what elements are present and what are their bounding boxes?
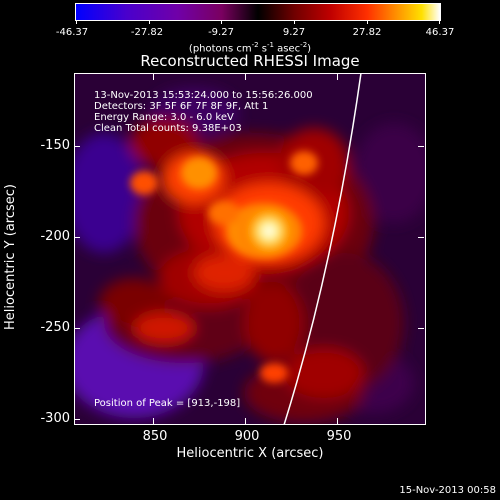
peak-position: Position of Peak = [913,-198]	[94, 398, 241, 409]
colorbar-tick-label: 27.82	[352, 27, 382, 38]
colorbar-tick	[76, 20, 77, 24]
observation-time: 13-Nov-2013 15:53:24.000 to 15:56:26.000	[94, 90, 313, 101]
y-axis-title: Heliocentric Y (arcsec)	[3, 184, 18, 330]
units-text: s	[258, 43, 268, 55]
x-tick	[337, 418, 338, 424]
colorbar-tick	[439, 20, 440, 24]
y-tick	[74, 237, 80, 238]
colorbar-tick	[221, 20, 222, 24]
colorbar-tick-label: -27.82	[130, 27, 164, 38]
y-tick-label: -150	[40, 138, 70, 153]
colorbar-tick-label: 9.27	[282, 27, 306, 38]
units-text: (photons cm	[188, 43, 252, 55]
colorbar-tick	[367, 20, 368, 24]
x-tick	[153, 74, 154, 80]
y-tick-label: -200	[40, 229, 70, 244]
y-tick	[418, 146, 424, 147]
y-tick	[74, 419, 80, 420]
colorbar-units: (photons cm-2 s-1 asec-2)	[0, 39, 500, 55]
clean-total-counts: Clean Total counts: 9.38E+03	[94, 123, 242, 134]
solar-limb-line	[283, 73, 362, 425]
units-exponent: -2	[300, 41, 308, 49]
colorbar	[75, 3, 441, 21]
generation-timestamp: 15-Nov-2013 00:58	[399, 485, 496, 496]
units-text: )	[307, 43, 312, 55]
x-tick-label: 850	[142, 429, 168, 444]
detectors-info: Detectors: 3F 5F 6F 7F 8F 9F, Att 1	[94, 101, 269, 112]
units-exponent: -1	[267, 41, 274, 49]
x-tick	[245, 418, 246, 424]
y-tick-label: -250	[40, 320, 70, 335]
rhessi-image-canvas	[74, 73, 426, 425]
plot-title: Reconstructed RHESSI Image	[140, 52, 360, 70]
y-tick	[74, 146, 80, 147]
x-tick	[153, 418, 154, 424]
x-tick	[337, 74, 338, 80]
rhessi-image	[74, 73, 426, 425]
plot-frame	[74, 73, 426, 425]
units-exponent: -2	[251, 41, 259, 49]
x-axis-title: Heliocentric X (arcsec)	[176, 446, 324, 461]
y-tick	[74, 328, 80, 329]
colorbar-tick-label: 46.37	[425, 27, 455, 38]
colorbar-tick-label: -9.27	[208, 27, 234, 38]
energy-range: Energy Range: 3.0 - 6.0 keV	[94, 112, 234, 123]
x-tick-label: 900	[234, 429, 260, 444]
y-axis-title-text: Heliocentric Y (arcsec)	[3, 184, 18, 330]
units-text: asec	[274, 43, 301, 55]
x-tick-label: 950	[326, 429, 352, 444]
y-tick	[418, 237, 424, 238]
colorbar-tick-label: -46.37	[55, 27, 89, 38]
colorbar-tick	[149, 20, 150, 24]
x-tick	[245, 74, 246, 80]
colorbar-tick	[294, 20, 295, 24]
y-tick-label: -300	[40, 411, 70, 426]
y-tick	[418, 328, 424, 329]
